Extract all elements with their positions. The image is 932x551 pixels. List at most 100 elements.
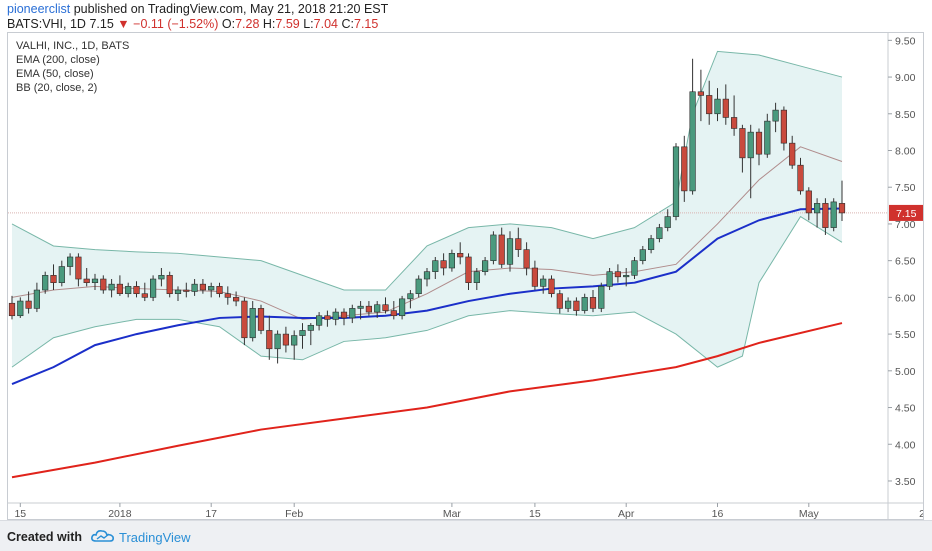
candle-down: [548, 278, 555, 295]
candle-up: [830, 201, 837, 228]
candle-up: [208, 286, 215, 291]
candle-down: [681, 146, 688, 192]
price-tag-label: 7.15: [896, 208, 917, 220]
author-link[interactable]: pioneerclist: [7, 2, 71, 16]
candle-up: [639, 249, 646, 261]
y-tick-label: 6.50: [895, 256, 916, 268]
candle-down: [440, 260, 447, 269]
ema50-line: [11, 207, 843, 385]
candle-down: [282, 333, 290, 346]
candle-up: [407, 293, 414, 300]
candle-up: [714, 98, 721, 115]
candle-down: [116, 283, 123, 295]
candle-down: [340, 311, 348, 319]
candle-down: [780, 109, 787, 144]
y-tick-label: 5.00: [895, 366, 916, 378]
candle-up: [448, 253, 456, 269]
legend-ema200[interactable]: EMA (200, close): [16, 54, 100, 66]
candle-up: [813, 203, 821, 214]
candle-down: [50, 275, 57, 283]
candle-down: [697, 91, 704, 96]
candle-down: [730, 117, 738, 129]
candle-up: [647, 238, 655, 250]
chart-legend: VALHI, INC., 1D, BATS EMA (200, close) E…: [16, 39, 129, 95]
candle-down: [390, 310, 397, 317]
candle-up: [423, 271, 431, 280]
candle-up: [33, 289, 41, 309]
bb-lower-line: [11, 215, 843, 368]
price-tag: [889, 204, 923, 221]
open-value: 7.28: [235, 17, 260, 31]
tradingview-cloud-icon[interactable]: [90, 528, 116, 544]
candle-down: [382, 304, 389, 311]
candle-down: [233, 297, 240, 302]
candle-up: [540, 278, 547, 287]
tradingview-brand[interactable]: TradingView: [119, 530, 191, 545]
created-with-text: Created with: [7, 530, 83, 544]
down-arrow-icon: ▼: [117, 17, 130, 31]
candle-up: [249, 308, 256, 339]
candle-down: [755, 131, 763, 155]
candle-down: [224, 293, 231, 298]
candle-down: [589, 297, 597, 309]
close-value: 7.15: [354, 17, 379, 31]
candle-down: [75, 256, 82, 280]
x-tick-label: 21: [919, 508, 924, 520]
y-tick-label: 8.50: [895, 109, 916, 121]
chart-header: pioneerclist published on TradingView.co…: [0, 0, 932, 32]
candle-up: [764, 120, 771, 155]
candle-up: [656, 227, 663, 239]
candle-down: [166, 275, 173, 295]
footer-bar: Created with TradingView: [0, 520, 932, 551]
candle-up: [490, 234, 497, 261]
candle-up: [581, 297, 588, 311]
candle-up: [772, 109, 779, 122]
y-tick-label: 8.00: [895, 146, 916, 158]
price-chart[interactable]: 9.50 9.00 8.50 8.00 7.50 7.00 6.50 6.00 5.50 5.00…: [8, 33, 924, 520]
candle-up: [125, 286, 132, 295]
low-label: L:: [303, 17, 314, 31]
x-tick-label: 17: [205, 508, 217, 520]
x-tick-label: 15: [529, 508, 541, 520]
candle-up: [481, 260, 489, 272]
candle-down: [465, 256, 472, 283]
candle-down: [100, 278, 107, 291]
candle-up: [473, 271, 480, 283]
candle-down: [523, 249, 530, 269]
candle-up: [299, 330, 306, 336]
candle-up: [150, 278, 157, 298]
y-tick-label: 3.50: [895, 476, 916, 488]
candle-down: [266, 330, 273, 350]
candle-down: [199, 283, 207, 291]
publish-line: pioneerclist published on TradingView.co…: [7, 1, 388, 17]
candle-up: [432, 260, 439, 272]
candle-up: [66, 256, 74, 267]
x-tick-label: May: [799, 508, 820, 520]
y-tick-label: 7.00: [895, 219, 916, 231]
candle-up: [357, 305, 364, 309]
candle-up: [174, 289, 182, 295]
published-text: published on TradingView.com, May 21, 20…: [70, 2, 389, 16]
candle-up: [631, 260, 638, 276]
candle-up: [349, 308, 356, 319]
y-tick-label: 9.50: [895, 35, 916, 47]
close-label: C:: [341, 17, 355, 31]
candle-up: [623, 275, 630, 278]
candle-down: [216, 286, 223, 295]
candle-down: [614, 271, 621, 278]
x-tick-label: Mar: [443, 508, 462, 520]
chart-area[interactable]: 9.50 9.00 8.50 8.00 7.50 7.00 6.50 6.00 5.50 5.00…: [7, 32, 924, 520]
candle-down: [722, 98, 729, 118]
x-tick-label: Apr: [618, 508, 635, 520]
candle-up: [672, 146, 680, 217]
candle-up: [598, 286, 605, 309]
legend-bb[interactable]: BB (20, close, 2): [16, 82, 98, 94]
candle-up: [664, 216, 671, 228]
quote-line: BATS:VHI, 1D 7.15 ▼ −0.11 (−1.52%) O:7.2…: [7, 16, 378, 32]
candle-up: [42, 275, 49, 291]
legend-ema50[interactable]: EMA (50, close): [16, 68, 94, 80]
candle-down: [706, 95, 713, 115]
candle-up: [689, 91, 696, 192]
candle-down: [457, 253, 464, 258]
candle-up: [332, 311, 339, 320]
